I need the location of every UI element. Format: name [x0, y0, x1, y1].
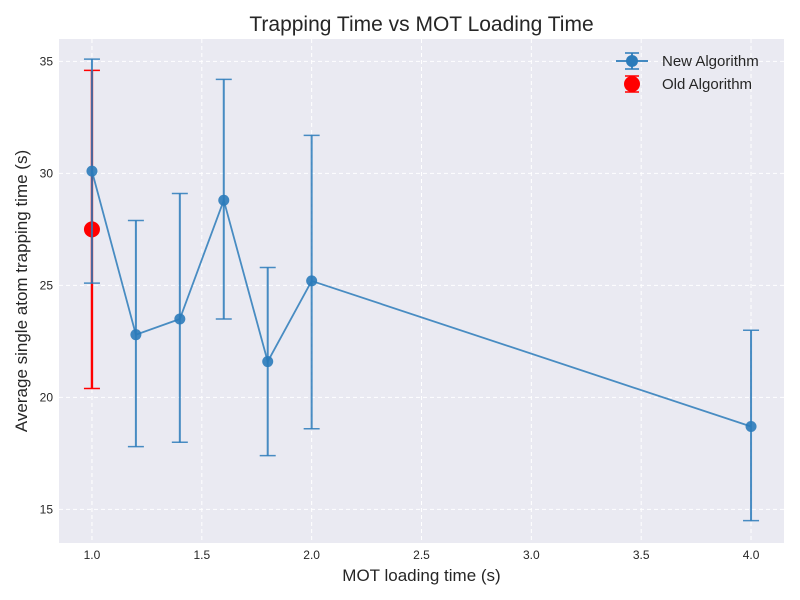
legend-old-marker	[624, 76, 640, 92]
legend: New Algorithm Old Algorithm	[616, 52, 759, 93]
tick-labels: 1.0 1.5 2.0 2.5 3.0 3.5 4.0 15 20 25 30 35	[40, 54, 760, 562]
y-tick-label: 15	[40, 502, 54, 516]
x-tick-label: 3.5	[633, 548, 650, 562]
data-point	[86, 165, 98, 177]
legend-item-old-algorithm: Old Algorithm	[624, 75, 752, 93]
x-tick-label: 2.0	[303, 548, 320, 562]
series-layer	[83, 58, 760, 522]
y-tick-label: 25	[40, 278, 54, 292]
data-point	[262, 356, 274, 368]
y-tick-label: 35	[40, 54, 54, 68]
x-axis-label: MOT loading time (s)	[342, 566, 500, 585]
legend-old-label: Old Algorithm	[662, 76, 752, 93]
legend-new-marker	[626, 55, 638, 67]
data-point	[130, 329, 142, 341]
data-point	[218, 194, 230, 206]
chart-title: Trapping Time vs MOT Loading Time	[249, 13, 593, 36]
data-point	[306, 275, 318, 287]
x-tick-label: 1.0	[84, 548, 101, 562]
x-tick-label: 1.5	[193, 548, 210, 562]
x-tick-label: 2.5	[413, 548, 430, 562]
y-tick-label: 20	[40, 390, 54, 404]
series-new-algorithm	[83, 58, 760, 522]
y-axis-label: Average single atom trapping time (s)	[12, 150, 31, 432]
x-tick-label: 4.0	[743, 548, 760, 562]
data-point	[174, 313, 186, 325]
x-tick-label: 3.0	[523, 548, 540, 562]
legend-new-label: New Algorithm	[662, 53, 759, 70]
data-point	[745, 421, 757, 433]
legend-item-new-algorithm: New Algorithm	[616, 52, 759, 70]
y-tick-label: 30	[40, 166, 54, 180]
